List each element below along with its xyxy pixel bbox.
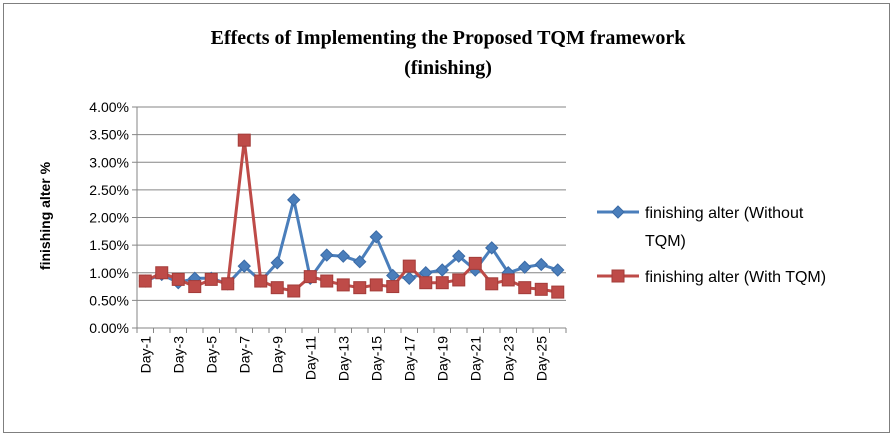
data-point xyxy=(402,259,416,273)
y-tick-label: 0.00% xyxy=(89,320,129,336)
legend-label-with-tqm: finishing alter (With TQM) xyxy=(645,269,826,286)
data-point xyxy=(369,278,383,292)
data-point xyxy=(287,284,301,298)
data-point xyxy=(237,133,251,147)
data-point xyxy=(353,254,367,269)
data-point xyxy=(171,272,185,286)
data-point xyxy=(402,271,416,285)
data-point xyxy=(221,277,235,291)
x-tick-label: Day-21 xyxy=(467,336,483,381)
data-point xyxy=(534,257,548,272)
data-point xyxy=(501,273,515,287)
y-tick-label: 2.00% xyxy=(89,210,129,226)
data-point xyxy=(452,273,466,287)
chart-title-line-2: (finishing) xyxy=(404,57,492,79)
data-point xyxy=(369,230,383,244)
data-point xyxy=(254,274,268,288)
data-point xyxy=(270,256,284,270)
series-line xyxy=(144,138,559,294)
data-point xyxy=(287,193,301,207)
x-tick-label: Day-7 xyxy=(236,336,252,374)
y-tick-label: 3.50% xyxy=(89,127,129,143)
data-point xyxy=(188,280,202,294)
series-line xyxy=(144,198,559,286)
data-point xyxy=(518,260,532,274)
data-point xyxy=(435,263,449,277)
y-tick-label: 4.00% xyxy=(89,99,129,115)
legend-label-without-tqm-line-1: finishing alter (Without xyxy=(645,205,804,222)
data-point xyxy=(204,272,218,286)
y-axis-label: finishing alter % xyxy=(37,161,53,270)
x-tick-label: Day-11 xyxy=(302,336,318,380)
x-tick-label: Day-5 xyxy=(203,336,219,374)
data-point xyxy=(353,281,367,295)
y-tick-label: 0.50% xyxy=(89,292,129,308)
x-tick-label: Day-23 xyxy=(500,336,516,381)
x-tick-label: Day-25 xyxy=(533,336,549,381)
data-point xyxy=(155,266,169,280)
x-tick-label: Day-13 xyxy=(335,336,351,381)
x-tick-label: Day-9 xyxy=(269,336,285,374)
data-point xyxy=(303,270,317,284)
data-point xyxy=(336,278,350,292)
x-axis-ticks: Day-1 Day-3 Day-5 Day-7 Day-9 Day-11 Day-13 Day… xyxy=(136,328,567,381)
data-point xyxy=(468,256,482,270)
series-with-tqm xyxy=(138,133,565,299)
data-point xyxy=(419,276,433,290)
legend-marker-without-tqm xyxy=(611,205,625,219)
data-point xyxy=(386,280,400,294)
data-point xyxy=(320,274,334,288)
data-point xyxy=(551,263,565,277)
data-point xyxy=(485,241,499,255)
series-layer xyxy=(138,133,565,299)
data-point xyxy=(138,274,152,288)
y-tick-label: 1.50% xyxy=(89,237,129,253)
y-axis-ticks: 0.00% 0.50% 1.00% 1.50% 2.00% 2.50% 3.00% 3.50%… xyxy=(89,99,137,336)
chart-title-line-1: Effects of Implementing the Proposed TQM… xyxy=(211,27,687,49)
x-tick-label: Day-15 xyxy=(368,336,384,381)
legend: finishing alter (Without TQM) finishing … xyxy=(597,205,826,286)
series-without-tqm xyxy=(138,193,565,291)
data-point xyxy=(452,249,466,263)
x-tick-label: Day-1 xyxy=(137,336,153,374)
x-tick-label: Day-3 xyxy=(170,336,186,374)
data-point xyxy=(534,282,548,296)
data-point xyxy=(237,259,251,273)
x-tick-label: Day-19 xyxy=(434,336,450,381)
data-point xyxy=(485,277,499,291)
gridlines xyxy=(137,106,566,301)
y-tick-label: 3.00% xyxy=(89,154,129,170)
data-point xyxy=(435,276,449,290)
legend-label-without-tqm-line-2: TQM) xyxy=(645,233,686,250)
data-point xyxy=(320,248,334,262)
data-point xyxy=(336,249,350,263)
y-tick-label: 2.50% xyxy=(89,182,129,198)
data-point xyxy=(270,281,284,295)
y-tick-label: 1.00% xyxy=(89,265,129,281)
legend-marker-with-tqm xyxy=(611,269,625,283)
data-point xyxy=(551,285,565,299)
x-tick-label: Day-17 xyxy=(401,336,417,381)
data-point xyxy=(518,281,532,295)
